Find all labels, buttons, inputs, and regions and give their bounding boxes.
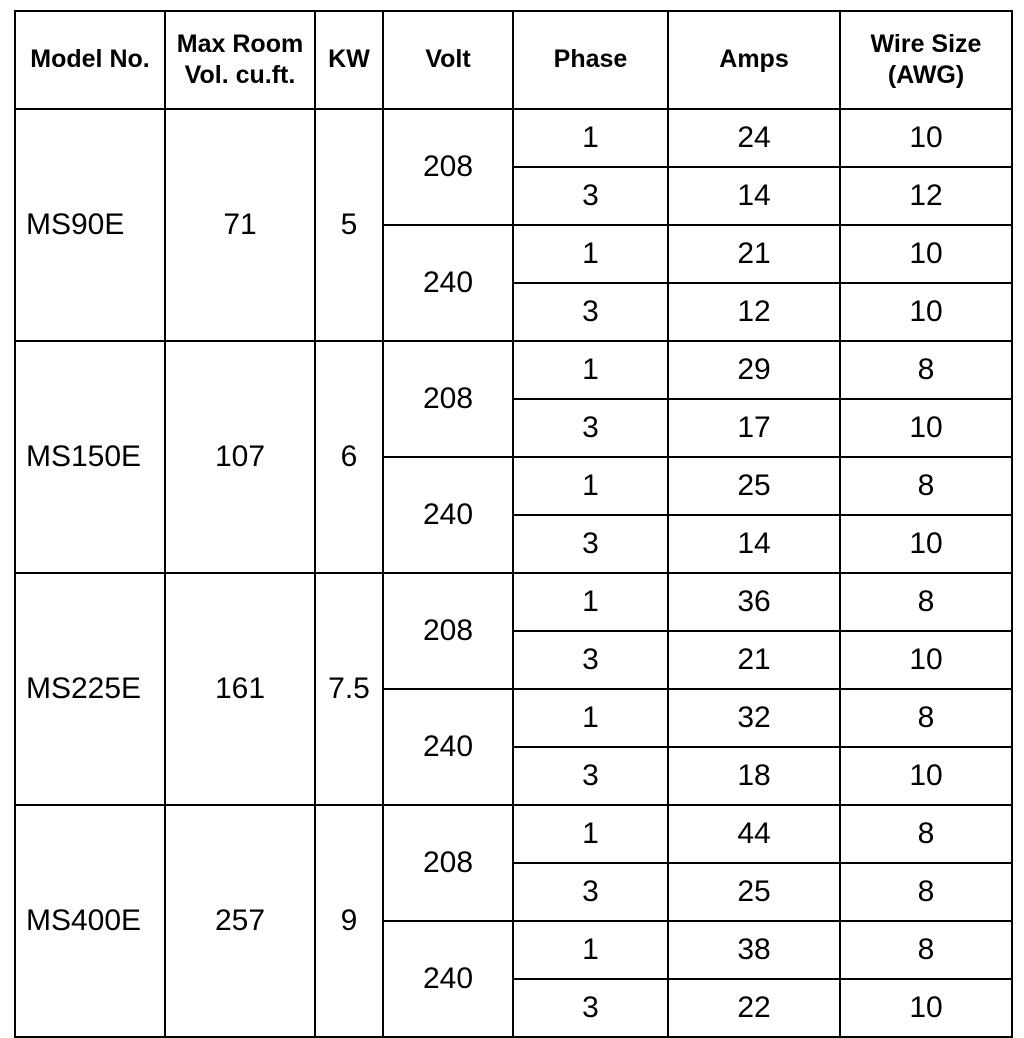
cell-phase: 1 — [513, 689, 668, 747]
table-row: MS225E 161 7.5 208 1 36 8 — [15, 573, 1012, 631]
cell-amps: 32 — [668, 689, 840, 747]
cell-amps: 38 — [668, 921, 840, 979]
col-header-wire: Wire Size (AWG) — [840, 11, 1012, 109]
cell-wire: 10 — [840, 399, 1012, 457]
spec-table-container: Model No. Max Room Vol. cu.ft. KW Volt P… — [0, 0, 1024, 1038]
cell-wire: 8 — [840, 921, 1012, 979]
col-header-maxroom-l2: Vol. cu.ft. — [185, 61, 296, 89]
cell-volt: 208 — [383, 341, 513, 457]
col-header-amps: Amps — [668, 11, 840, 109]
cell-kw: 6 — [315, 341, 383, 573]
cell-amps: 29 — [668, 341, 840, 399]
col-header-kw: KW — [315, 11, 383, 109]
cell-phase: 3 — [513, 979, 668, 1037]
cell-wire: 8 — [840, 341, 1012, 399]
table-header-row: Model No. Max Room Vol. cu.ft. KW Volt P… — [15, 11, 1012, 109]
cell-wire: 10 — [840, 631, 1012, 689]
cell-maxroom: 71 — [165, 109, 315, 341]
col-header-maxroom-l1: Max Room — [177, 30, 303, 58]
table-row: MS150E 107 6 208 1 29 8 — [15, 341, 1012, 399]
cell-wire: 10 — [840, 109, 1012, 167]
cell-phase: 1 — [513, 573, 668, 631]
cell-phase: 1 — [513, 109, 668, 167]
cell-wire: 8 — [840, 689, 1012, 747]
cell-wire: 10 — [840, 283, 1012, 341]
cell-wire: 10 — [840, 747, 1012, 805]
table-body: MS90E 71 5 208 1 24 10 3 14 12 240 1 21 … — [15, 109, 1012, 1037]
col-header-phase: Phase — [513, 11, 668, 109]
cell-model: MS400E — [15, 805, 165, 1037]
cell-wire: 8 — [840, 863, 1012, 921]
cell-volt: 208 — [383, 109, 513, 225]
cell-kw: 5 — [315, 109, 383, 341]
cell-volt: 240 — [383, 921, 513, 1037]
cell-volt: 240 — [383, 457, 513, 573]
cell-amps: 17 — [668, 399, 840, 457]
cell-phase: 3 — [513, 167, 668, 225]
cell-volt: 208 — [383, 573, 513, 689]
col-header-wire-l1: Wire Size — [871, 30, 982, 58]
cell-amps: 14 — [668, 515, 840, 573]
cell-phase: 1 — [513, 921, 668, 979]
cell-wire: 8 — [840, 573, 1012, 631]
cell-volt: 240 — [383, 689, 513, 805]
cell-phase: 3 — [513, 399, 668, 457]
cell-amps: 18 — [668, 747, 840, 805]
cell-amps: 22 — [668, 979, 840, 1037]
cell-wire: 8 — [840, 457, 1012, 515]
cell-model: MS225E — [15, 573, 165, 805]
cell-wire: 12 — [840, 167, 1012, 225]
col-header-wire-l2: (AWG) — [888, 61, 964, 89]
cell-volt: 208 — [383, 805, 513, 921]
cell-maxroom: 107 — [165, 341, 315, 573]
cell-amps: 44 — [668, 805, 840, 863]
col-header-maxroom: Max Room Vol. cu.ft. — [165, 11, 315, 109]
cell-amps: 25 — [668, 457, 840, 515]
cell-kw: 7.5 — [315, 573, 383, 805]
cell-amps: 12 — [668, 283, 840, 341]
col-header-model: Model No. — [15, 11, 165, 109]
cell-wire: 8 — [840, 805, 1012, 863]
cell-phase: 1 — [513, 341, 668, 399]
cell-phase: 3 — [513, 747, 668, 805]
cell-model: MS90E — [15, 109, 165, 341]
cell-model: MS150E — [15, 341, 165, 573]
cell-amps: 36 — [668, 573, 840, 631]
cell-phase: 3 — [513, 863, 668, 921]
cell-phase: 3 — [513, 515, 668, 573]
cell-maxroom: 257 — [165, 805, 315, 1037]
cell-wire: 10 — [840, 515, 1012, 573]
table-row: MS400E 257 9 208 1 44 8 — [15, 805, 1012, 863]
cell-volt: 240 — [383, 225, 513, 341]
cell-amps: 21 — [668, 225, 840, 283]
cell-wire: 10 — [840, 225, 1012, 283]
cell-amps: 14 — [668, 167, 840, 225]
spec-table: Model No. Max Room Vol. cu.ft. KW Volt P… — [14, 10, 1013, 1038]
cell-amps: 21 — [668, 631, 840, 689]
cell-maxroom: 161 — [165, 573, 315, 805]
col-header-volt: Volt — [383, 11, 513, 109]
cell-phase: 1 — [513, 225, 668, 283]
cell-wire: 10 — [840, 979, 1012, 1037]
cell-amps: 24 — [668, 109, 840, 167]
cell-phase: 3 — [513, 631, 668, 689]
cell-kw: 9 — [315, 805, 383, 1037]
cell-phase: 1 — [513, 805, 668, 863]
table-row: MS90E 71 5 208 1 24 10 — [15, 109, 1012, 167]
cell-amps: 25 — [668, 863, 840, 921]
cell-phase: 1 — [513, 457, 668, 515]
cell-phase: 3 — [513, 283, 668, 341]
table-header: Model No. Max Room Vol. cu.ft. KW Volt P… — [15, 11, 1012, 109]
